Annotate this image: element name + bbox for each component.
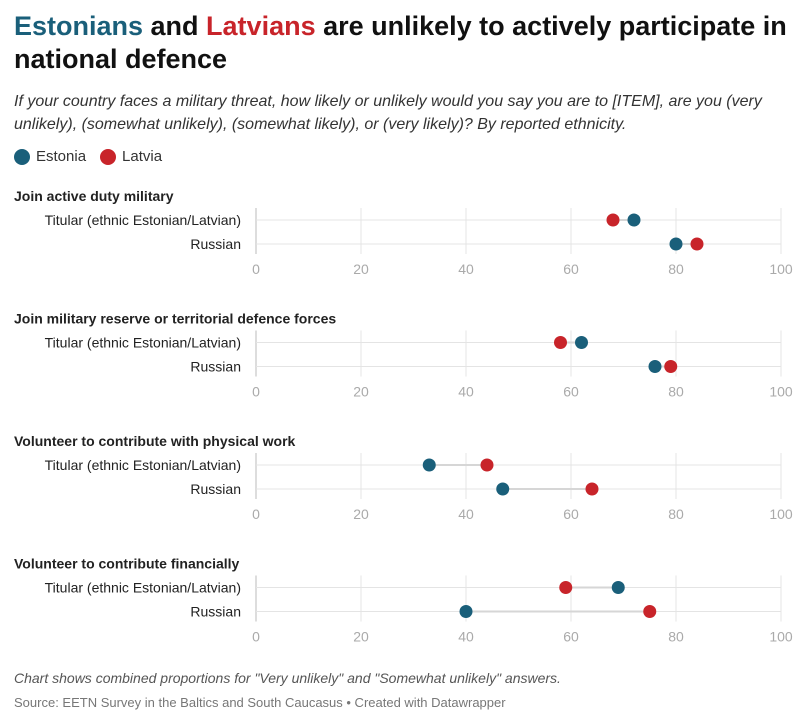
legend: Estonia Latvia [14,148,176,165]
dot-estonia: Estonia: 47 [496,482,510,496]
chart-title: Estonians and Latvians are unlikely to a… [14,10,789,76]
dot-latvia: Latvia: 84 [690,237,704,251]
x-tick-label: 80 [668,506,684,522]
x-tick-label: 100 [769,261,793,277]
dot-latvia: Latvia: 58 [554,336,567,349]
x-tick-label: 80 [668,384,684,400]
x-tick-label: 60 [563,261,579,277]
source-line: Source: EETN Survey in the Baltics and S… [14,695,506,710]
x-tick-label: 20 [353,384,369,400]
dot-latvia: Latvia: 75 [643,605,657,618]
x-tick-label: 20 [353,629,369,645]
dot-latvia: Latvia: 79 [664,360,678,373]
panel-title: Volunteer to contribute with physical wo… [14,433,296,449]
legend-item-estonia: Estonia [14,148,86,165]
chart-subtitle: If your country faces a military threat,… [14,93,762,133]
x-tick-label: 40 [458,261,474,277]
row-label: Russian [190,236,241,252]
x-tick-label: 0 [252,629,260,645]
x-tick-label: 40 [458,384,474,400]
dot-estonia: Estonia: 69 [611,581,625,594]
footer-note: Chart shows combined proportions for "Ve… [14,670,561,686]
dot-estonia: Estonia: 62 [575,336,588,349]
row-label: Russian [190,604,241,620]
dot-latvia: Latvia: 64 [585,482,599,496]
title-rest: are unlikely to actively participate in … [14,11,787,74]
legend-dot-estonia [14,148,30,165]
x-tick-label: 20 [353,261,369,277]
x-tick-label: 100 [769,629,793,645]
legend-label-latvia: Latvia [122,148,163,165]
dot-estonia: Estonia: 80 [669,237,683,251]
x-tick-label: 60 [563,629,579,645]
dot-estonia: Estonia: 76 [648,360,662,373]
panel-title: Join military reserve or territorial def… [14,311,336,327]
legend-dot-latvia [100,148,117,165]
title-latvians: Latvians [206,11,316,41]
panel-title: Volunteer to contribute financially [14,556,240,572]
x-tick-label: 100 [769,384,793,400]
row-label: Russian [190,359,241,375]
row-label: Titular (ethnic Estonian/Latvian) [45,212,241,228]
x-tick-label: 60 [563,506,579,522]
legend-label-estonia: Estonia [36,148,87,165]
x-tick-label: 0 [252,506,260,522]
x-tick-label: 20 [353,506,369,522]
x-tick-label: 40 [458,506,474,522]
title-estonians: Estonians [14,11,144,41]
x-tick-label: 100 [769,506,793,522]
dot-plot: Join active duty military Titular (ethnic… [14,188,793,645]
row-label: Titular (ethnic Estonian/Latvian) [45,580,241,596]
panel-title: Join active duty military [14,188,174,204]
row-label: Titular (ethnic Estonian/Latvian) [45,457,241,473]
legend-item-latvia: Latvia [100,148,162,165]
x-tick-label: 60 [563,384,579,400]
row-label: Titular (ethnic Estonian/Latvian) [45,335,241,351]
dot-estonia: Estonia: 40 [459,605,473,618]
x-tick-label: 80 [668,629,684,645]
row-label: Russian [190,481,241,497]
title-and: and [143,11,207,41]
dot-latvia: Latvia: 44 [480,458,494,472]
dot-estonia: Estonia: 72 [627,213,641,227]
dot-latvia: Latvia: 68 [606,213,620,227]
x-tick-label: 40 [458,629,474,645]
dot-latvia: Latvia: 59 [559,581,573,594]
x-tick-label: 0 [252,261,260,277]
x-tick-label: 80 [668,261,684,277]
x-tick-label: 0 [252,384,260,400]
dot-estonia: Estonia: 33 [422,458,436,472]
